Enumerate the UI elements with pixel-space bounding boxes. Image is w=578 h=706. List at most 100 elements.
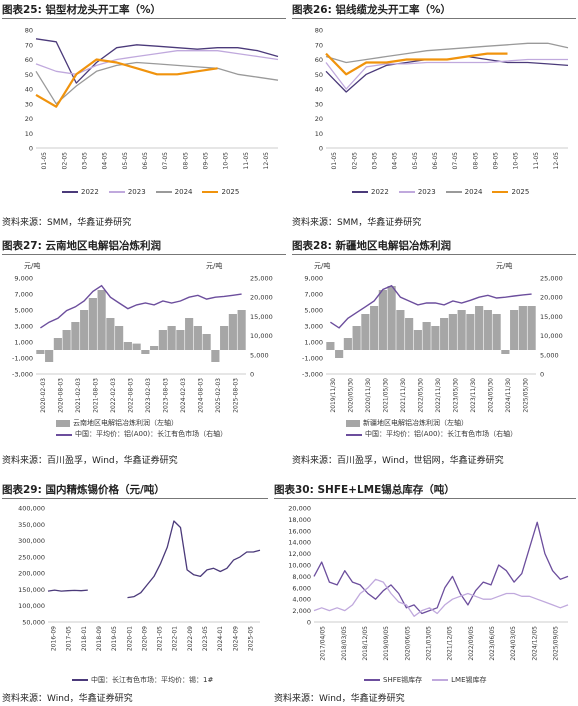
panel-28: 图表28: 新疆地区电解铝冶炼利润 -3,000 -1,000 1,000 3,000…	[292, 238, 576, 466]
x-tick-label: 2022-08-03	[127, 378, 134, 413]
x-tick-label: 11-05	[243, 152, 250, 170]
x-tick-label: 2022-09	[187, 626, 194, 651]
y-tick-label: 6,000	[292, 584, 311, 592]
y-tick-label: 20,000	[288, 505, 311, 513]
y-tick-label: 50,000	[22, 619, 45, 627]
x-tick-label: 2019/11/30	[330, 378, 337, 413]
y-tick-label: 30	[25, 100, 33, 108]
profit-bar	[527, 306, 536, 350]
x-tick-label: 2024-02-03	[180, 378, 187, 413]
profit-bar	[361, 314, 370, 350]
series-line-2	[313, 578, 569, 617]
profit-bar	[141, 350, 150, 354]
y-tick-label: 20	[315, 115, 323, 123]
y-tick-label: 9,000	[14, 275, 33, 283]
x-tick-label: 04-05	[392, 152, 399, 170]
profit-bar	[396, 310, 405, 350]
legend-item: 2022	[62, 188, 99, 196]
x-tick-label: 08-05	[472, 152, 479, 170]
y-tick-label: 100,000	[18, 602, 45, 610]
y-tick-label: 30	[315, 100, 323, 108]
source-note: 资料来源：SMM，华鑫证券研究	[292, 218, 422, 228]
right-unit-label: 元/吨	[496, 261, 512, 270]
x-tick-label: 2016-09	[51, 626, 58, 651]
x-tick-label: 2020/06/05	[404, 626, 411, 661]
x-tick-label: 2024-09	[232, 626, 239, 651]
profit-bar	[202, 334, 211, 350]
series-line-1	[47, 520, 261, 599]
y-tick-label: 0	[307, 619, 311, 627]
x-tick-label: 2018-09	[96, 626, 103, 651]
x-tick-label: 2023/05/30	[452, 378, 459, 413]
x-tick-label: 2022/09/05	[468, 626, 475, 661]
legend: 中国：长江有色市场：平均价：锡：1#	[72, 675, 223, 685]
y-tick-label: 250,000	[18, 553, 45, 561]
profit-bar	[185, 318, 194, 350]
profit-bar	[80, 310, 89, 350]
source-note: 资料来源：SMM，华鑫证券研究	[2, 218, 132, 228]
divider	[2, 18, 286, 19]
y-tick-label: 50	[315, 71, 323, 79]
legend-item: 云南地区电解铝冶炼利润（左轴）	[56, 418, 227, 429]
x-tick-label: 2021-05	[157, 626, 164, 651]
legend-swatch	[202, 191, 219, 193]
x-tick-label: 03-05	[371, 152, 378, 170]
legend-item: 新疆地区电解铝冶炼利润（左轴）	[346, 418, 517, 429]
y-tick-label: 5,000	[14, 307, 33, 315]
profit-bar	[45, 350, 54, 362]
y2-tick-label: 25,000	[540, 275, 563, 283]
profit-bar	[158, 330, 167, 350]
profit-bar	[448, 314, 457, 350]
profit-bar	[150, 346, 159, 350]
x-tick-label: 2025-08-03	[232, 378, 239, 413]
y-tick-label: 70	[25, 41, 33, 49]
legend-label: SHFE锡库存	[383, 676, 423, 684]
y-tick-label: 300,000	[18, 537, 45, 545]
chart-p27: -3,000 -1,000 1,000 3,000 5,000 7,000 9,000 202…	[12, 261, 273, 413]
profit-bar	[378, 290, 387, 350]
x-tick-label: 2017/04/05	[320, 626, 327, 661]
x-tick-label: 05-05	[122, 152, 129, 170]
y-tick-label: 4,000	[292, 596, 311, 604]
x-tick-label: 2023-08-03	[162, 378, 169, 413]
y2-tick-label: 20,000	[540, 294, 563, 302]
legend-item: 2022	[352, 188, 389, 196]
profit-bar	[123, 342, 132, 350]
legend-swatch	[56, 433, 72, 436]
divider	[274, 498, 576, 499]
chart-p28: -3,000 -1,000 1,000 3,000 5,000 7,000 9,000 201…	[302, 261, 563, 413]
profit-bar	[405, 318, 414, 350]
profit-bar	[228, 314, 237, 350]
x-tick-label: 2017-05	[66, 626, 73, 651]
legend-label: 中国：长江有色市场：平均价：锡：1#	[91, 676, 214, 684]
right-unit-label: 元/吨	[206, 261, 222, 270]
y-tick-label: 16,000	[288, 527, 311, 535]
y-tick-label: 70	[315, 41, 323, 49]
divider	[2, 498, 268, 499]
y-tick-label: 1,000	[14, 339, 33, 347]
legend: 新疆地区电解铝冶炼利润（左轴） 中国：平均价：铝(A00)：长江有色市场（右轴）	[346, 418, 527, 440]
legend-swatch	[398, 191, 415, 193]
panel-title: 图表27: 云南地区电解铝冶炼利润	[2, 240, 161, 252]
legend-swatch	[432, 679, 449, 681]
legend-item: 2025	[202, 188, 239, 196]
y-tick-label: -1,000	[302, 355, 323, 363]
panel-title: 图表30: SHFE+LME锡总库存（吨）	[274, 484, 455, 496]
profit-bar	[88, 298, 97, 350]
legend: SHFE锡库存 LME锡库存	[364, 675, 497, 685]
profit-bar	[431, 326, 440, 350]
x-tick-label: 2023-05	[202, 626, 209, 651]
y-tick-label: 5,000	[304, 307, 323, 315]
x-tick-label: 11-05	[533, 152, 540, 170]
legend-label: 2022	[371, 188, 389, 196]
divider	[292, 18, 576, 19]
panel-29: 图表29: 国内精炼锡价格（元/吨） 50,000 100,000 150,000 2…	[2, 482, 268, 704]
x-tick-label: 2021/11/30	[400, 378, 407, 413]
legend-swatch	[155, 191, 172, 193]
y-tick-label: 12,000	[288, 550, 311, 558]
series-line-2	[35, 50, 279, 75]
x-tick-label: 10-05	[223, 152, 230, 170]
y-tick-label: 60	[315, 56, 323, 64]
legend-item: 2024	[445, 188, 482, 196]
profit-bar	[167, 326, 176, 350]
